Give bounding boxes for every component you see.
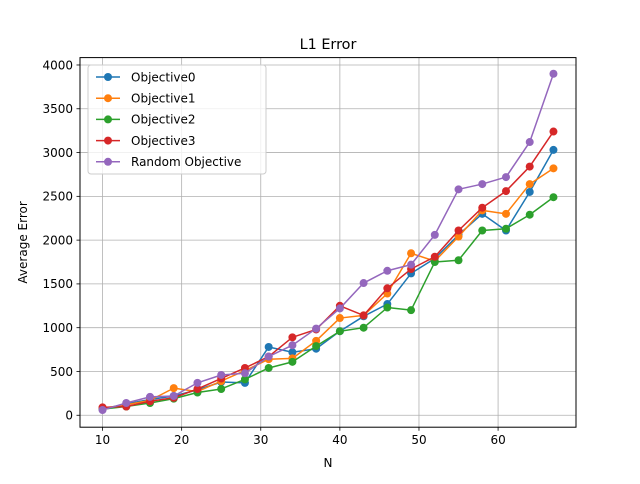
data-point [288, 341, 297, 350]
legend-item: Objective2 [96, 113, 196, 127]
data-point [359, 279, 368, 288]
plot-frame [79, 57, 577, 428]
data-point [240, 375, 249, 384]
legend-label: Objective1 [131, 92, 196, 106]
data-point [217, 370, 226, 379]
data-point [454, 232, 463, 241]
data-point [407, 260, 416, 269]
series-lines [98, 69, 558, 415]
data-point [478, 226, 487, 235]
data-point [383, 284, 392, 293]
y-tick-label: 2500 [42, 190, 73, 204]
legend-item: Random Objective [96, 155, 241, 169]
data-point [240, 369, 249, 378]
data-point [501, 224, 510, 233]
series-5 [98, 69, 558, 415]
x-tick-label: 50 [411, 433, 426, 447]
series-line [102, 149, 555, 410]
data-point [478, 203, 487, 212]
data-point [501, 173, 510, 182]
data-point [122, 399, 131, 408]
series-line [102, 73, 555, 411]
data-point [549, 164, 558, 173]
y-tick-label: 500 [50, 365, 73, 379]
data-point [359, 323, 368, 332]
data-point [193, 378, 202, 387]
axis-ticks: 10 20 30 40 50 60 0 500 1000 1500 2000 2500 3000 3500… [42, 58, 505, 447]
data-point [525, 180, 534, 189]
data-point [549, 145, 558, 154]
legend-item: Objective3 [96, 134, 196, 148]
legend-swatch-marker [104, 73, 112, 81]
data-point [288, 357, 297, 366]
data-point [359, 311, 368, 320]
y-tick-label: 3000 [42, 146, 73, 160]
data-point [525, 187, 534, 196]
data-point [478, 180, 487, 189]
legend-item: Objective0 [96, 70, 196, 84]
data-point [335, 314, 344, 323]
y-tick-label: 1500 [42, 277, 73, 291]
data-point [430, 230, 439, 239]
data-point [169, 384, 178, 393]
data-point [549, 69, 558, 78]
data-point [217, 384, 226, 393]
data-point [335, 304, 344, 313]
data-point [501, 209, 510, 218]
data-point [407, 249, 416, 258]
x-axis-label: N [324, 456, 333, 470]
legend-swatch-marker [104, 157, 112, 166]
data-point [525, 138, 534, 147]
data-point [383, 303, 392, 312]
data-point [193, 384, 202, 393]
data-point [146, 392, 155, 401]
data-point [264, 342, 273, 351]
legend-box [87, 64, 267, 175]
y-tick-label: 2000 [42, 233, 73, 247]
data-point [264, 352, 273, 361]
data-point [288, 348, 297, 357]
data-point [312, 342, 321, 351]
legend-label: Random Objective [131, 155, 241, 169]
data-point [525, 210, 534, 219]
y-tick-label: 3500 [42, 102, 73, 116]
legend-swatch-marker [104, 115, 112, 124]
legend-label: Objective0 [131, 70, 196, 84]
data-point [454, 185, 463, 194]
data-point [430, 252, 439, 261]
data-point [501, 187, 510, 196]
legend-label: Objective2 [131, 113, 196, 127]
legend-swatch-marker [104, 136, 112, 145]
legend-label: Objective3 [131, 134, 196, 148]
data-point [454, 226, 463, 235]
legend-item: Objective1 [96, 92, 196, 106]
data-point [383, 266, 392, 275]
data-point [549, 127, 558, 136]
data-point [335, 327, 344, 336]
data-point [169, 391, 178, 400]
y-axis-label: Average Error [16, 201, 30, 283]
x-tick-label: 40 [332, 433, 347, 447]
x-tick-label: 60 [490, 433, 505, 447]
data-point [288, 333, 297, 342]
y-tick-label: 0 [65, 409, 73, 423]
legend: Objective0 Objective1 Objective2 Objective3… [87, 64, 267, 175]
x-tick-label: 20 [174, 433, 189, 447]
data-point [454, 256, 463, 265]
data-point [98, 406, 107, 415]
data-point [312, 324, 321, 333]
data-point [407, 306, 416, 315]
x-tick-label: 10 [95, 433, 110, 447]
data-point [264, 363, 273, 372]
legend-swatch-marker [104, 94, 112, 103]
chart-title: L1 Error [300, 37, 357, 53]
y-tick-label: 4000 [42, 58, 73, 72]
data-point [549, 193, 558, 202]
data-point [525, 162, 534, 171]
x-tick-label: 30 [253, 433, 268, 447]
y-tick-label: 1000 [42, 321, 73, 335]
